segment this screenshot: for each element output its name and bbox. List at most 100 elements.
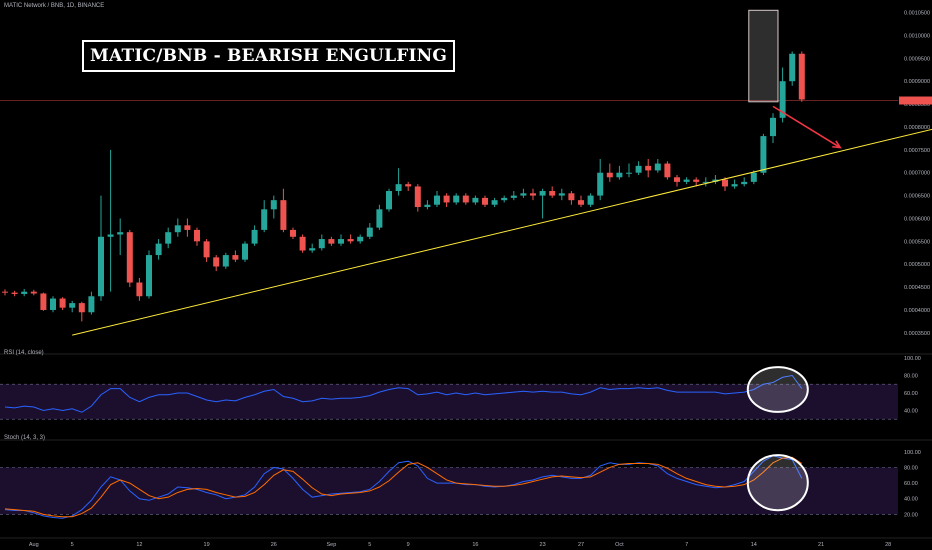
stoch-series-line — [4, 455, 803, 519]
candle-body — [443, 195, 450, 203]
stoch-axis-tick: 60.00 — [904, 481, 918, 487]
candle-body — [674, 177, 680, 182]
candle-body — [395, 184, 402, 192]
candle-body — [702, 181, 709, 183]
time-axis-tick: 16 — [472, 542, 478, 548]
candle-body — [280, 200, 287, 230]
price-axis-tick: 0.0007000 — [904, 171, 930, 177]
candle-body — [491, 200, 498, 205]
candle-body — [232, 255, 239, 260]
price-axis-tick: 0.0004000 — [904, 308, 930, 314]
candle-body — [126, 232, 133, 283]
candle-body — [520, 193, 527, 196]
stoch-highlight-ellipse — [746, 454, 809, 512]
candle-body — [21, 291, 28, 294]
candle-body — [587, 195, 594, 205]
price-axis-tick: 0.0010000 — [904, 33, 930, 39]
stoch-axis-tick: 100.00 — [904, 450, 921, 456]
bearish-arrow-head — [832, 140, 842, 149]
candle-body — [453, 195, 460, 203]
candle-body — [664, 163, 671, 178]
rsi-axis-tick: 60.00 — [904, 391, 918, 397]
candle-body — [69, 303, 76, 308]
candle-body — [779, 81, 786, 118]
time-axis-tick: 27 — [578, 542, 584, 548]
price-axis-tick: 0.0009000 — [904, 79, 930, 85]
candle-body — [203, 241, 210, 258]
candle-body — [539, 191, 546, 196]
candle-body — [482, 197, 488, 205]
price-axis-tick: 0.0005500 — [904, 239, 930, 245]
candle-body — [107, 234, 114, 237]
candle-body — [59, 298, 66, 308]
rsi-axis-tick: 40.00 — [904, 409, 918, 415]
price-axis-tick: 0.0010500 — [904, 11, 930, 17]
stoch-axis-tick: 80.00 — [904, 465, 918, 471]
candle-body — [645, 165, 652, 171]
time-axis-tick: 9 — [407, 542, 410, 548]
rsi-highlight-ellipse — [746, 366, 809, 413]
candle-body — [616, 172, 623, 178]
candle-body — [50, 298, 56, 310]
candle-body — [165, 232, 172, 244]
candle-body — [366, 227, 373, 237]
overlay-title: MATIC/BNB - BEARISH ENGULFING — [82, 40, 456, 72]
candle-body — [414, 186, 421, 208]
candle-body — [251, 229, 258, 244]
price-axis-tick: 0.0006000 — [904, 216, 930, 222]
bearish-arrow — [772, 105, 841, 149]
rsi-axis-tick: 100.00 — [904, 356, 921, 362]
price-axis-tick: 0.0008000 — [904, 125, 930, 131]
candle-body — [357, 236, 364, 242]
time-axis-tick: 7 — [685, 542, 688, 548]
candle-body — [530, 193, 536, 196]
rsi-series-line — [4, 374, 803, 413]
time-axis-tick: 19 — [204, 542, 210, 548]
time-axis-tick: 28 — [885, 542, 891, 548]
candle-body — [98, 236, 104, 297]
candle-body — [424, 204, 431, 208]
candle-body — [386, 191, 392, 210]
rsi-label: RSI (14, close) — [4, 350, 44, 356]
candle-body — [798, 53, 805, 100]
price-tag-box — [899, 96, 932, 105]
stoch-axis-tick: 40.00 — [904, 497, 918, 503]
candle-body — [78, 303, 85, 313]
candle-body — [299, 236, 306, 251]
candle-body — [174, 225, 181, 233]
candle-body — [510, 195, 517, 198]
candle-body — [309, 248, 316, 251]
candle-body — [683, 179, 690, 182]
candle-body — [11, 292, 18, 294]
time-axis-tick: Aug — [29, 542, 39, 548]
time-axis-tick: 26 — [271, 542, 277, 548]
candle-body — [88, 296, 95, 313]
price-axis-tick: 0.0006500 — [904, 194, 930, 200]
time-axis-tick: 12 — [136, 542, 142, 548]
candle-body — [290, 229, 296, 237]
candle-body — [434, 195, 440, 205]
engulfing-highlight-box — [748, 9, 779, 103]
candle-body — [558, 193, 565, 196]
candle-body — [462, 195, 469, 203]
candle-body — [194, 229, 200, 242]
candle-body — [635, 165, 642, 173]
chart-header-symbol: MATIC Network / BNB, 1D, BINANCE — [4, 3, 105, 9]
candle-body — [750, 172, 757, 182]
candle-body — [30, 291, 37, 294]
stoch-axis-tick: 20.00 — [904, 512, 918, 518]
time-axis-tick: 21 — [818, 542, 824, 548]
candle-body — [549, 191, 556, 196]
candle-body — [117, 232, 124, 235]
price-axis-tick: 0.0003500 — [904, 331, 930, 337]
candle-body — [578, 200, 584, 205]
time-axis-tick: Sep — [327, 542, 337, 548]
time-axis-tick: 5 — [71, 542, 74, 548]
candle-body — [405, 184, 412, 187]
candle-body — [347, 239, 354, 242]
candle-body — [731, 184, 738, 187]
candle-body — [626, 172, 632, 174]
candle-body — [213, 257, 220, 267]
time-axis-tick: 23 — [540, 542, 546, 548]
price-axis-tick: 0.0005000 — [904, 262, 930, 268]
